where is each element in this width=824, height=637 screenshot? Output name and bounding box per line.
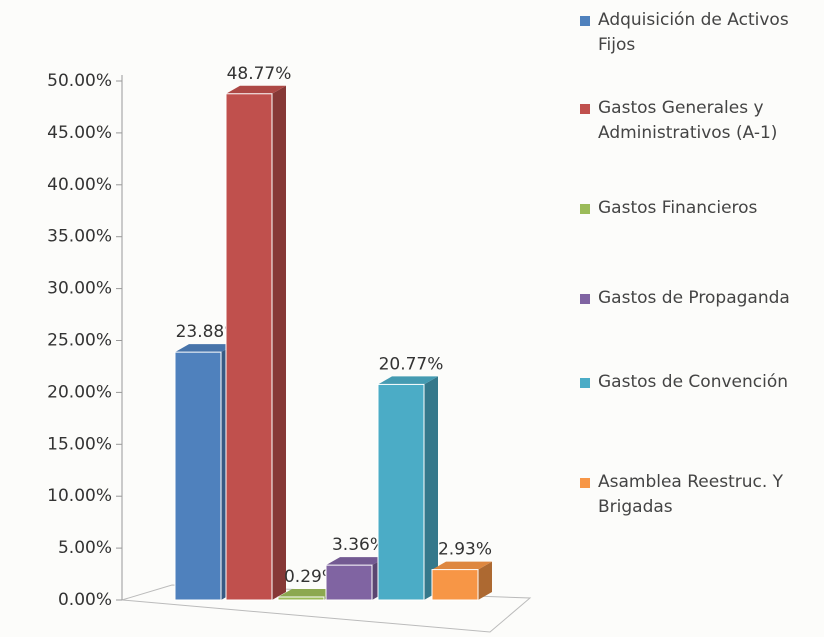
y-tick-label: 40.00% — [47, 175, 112, 195]
y-tick-label: 35.00% — [47, 227, 112, 247]
bar — [225, 93, 273, 601]
bar-top — [226, 85, 286, 94]
legend-label: Gastos Generales y Administrativos (A-1) — [598, 98, 778, 143]
y-tick-label: 25.00% — [47, 331, 112, 351]
value-label: 0.29% — [284, 567, 338, 587]
y-tick-label: 50.00% — [47, 71, 112, 91]
value-label: 2.93% — [438, 540, 492, 560]
legend-label: Gastos de Convención — [598, 372, 789, 392]
y-tick-label: 30.00% — [47, 279, 112, 299]
value-label: 20.77% — [379, 354, 444, 374]
bar — [174, 351, 222, 601]
legend-item: Gastos de Propaganda — [580, 286, 820, 311]
legend-item: Asamblea Reestruc. Y Brigadas — [580, 470, 820, 520]
bar — [431, 569, 479, 601]
legend-swatch — [580, 378, 590, 388]
y-tick-label: 0.00% — [58, 590, 112, 610]
y-tick-label: 45.00% — [47, 123, 112, 143]
bar — [277, 596, 325, 601]
bar-side — [424, 376, 438, 600]
bar-side — [478, 561, 492, 600]
value-label: 23.88% — [176, 322, 241, 342]
bar-top — [432, 561, 492, 570]
legend-label: Gastos de Propaganda — [598, 288, 790, 308]
value-label: 48.77% — [227, 64, 292, 84]
legend-item: Gastos de Convención — [580, 370, 820, 395]
bar — [377, 383, 425, 601]
y-tick-label: 15.00% — [47, 434, 112, 454]
bar-side — [272, 85, 286, 601]
bar-top — [278, 588, 338, 597]
legend-swatch — [580, 294, 590, 304]
plot: 0.00% 5.00% 10.00% 15.00% 20.00% 25.00% 30.00%… — [47, 64, 532, 633]
legend-swatch — [580, 16, 590, 26]
y-tick-label: 10.00% — [47, 486, 112, 506]
legend-swatch — [580, 104, 590, 114]
floor — [121, 584, 532, 633]
bar — [325, 564, 373, 601]
value-label: 3.36% — [332, 535, 386, 555]
legend-item: Gastos Generales y Administrativos (A-1) — [580, 96, 820, 146]
bar-top — [175, 344, 235, 353]
legend-swatch — [580, 204, 590, 214]
legend-item: Gastos Financieros — [580, 196, 820, 221]
bar-top — [326, 557, 386, 566]
y-tick-label: 20.00% — [47, 382, 112, 402]
y-tick-label: 5.00% — [58, 538, 112, 558]
bar-top — [378, 376, 438, 385]
legend-label: Adquisición de Activos Fijos — [598, 10, 789, 55]
legend-label: Asamblea Reestruc. Y Brigadas — [598, 472, 784, 517]
legend-swatch — [580, 478, 590, 488]
legend-item: Adquisición de Activos Fijos — [580, 8, 820, 58]
legend-label: Gastos Financieros — [598, 198, 758, 218]
